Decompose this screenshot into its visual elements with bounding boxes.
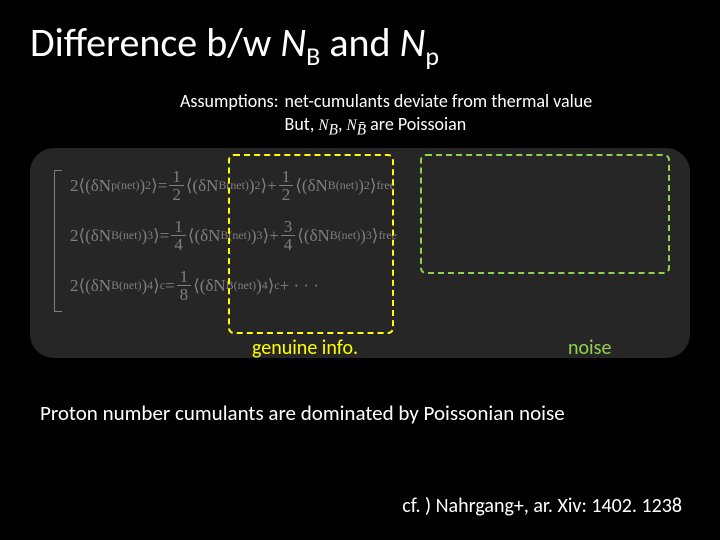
noise-label: noise <box>568 336 611 360</box>
r1-lhs-close: ⟩ <box>151 176 158 196</box>
assumptions-nb: N <box>318 117 328 134</box>
noise-box <box>420 154 670 274</box>
genuine-label: genuine info. <box>252 336 358 360</box>
r1-lhs: 2⟨(δN <box>70 176 111 196</box>
r3-t1: ⟨(δN <box>193 276 226 296</box>
r1-eq: = <box>158 176 168 196</box>
title-sub1: B <box>306 40 320 72</box>
assumptions-nbbar: N <box>347 117 357 134</box>
r3-eq: = <box>165 276 175 296</box>
title-sub2: p <box>425 40 439 72</box>
assumptions-line2a: But, <box>285 113 319 135</box>
title-n2: N <box>400 18 426 67</box>
assumptions-line2b: are Poissoian <box>370 113 466 135</box>
r2-t1: ⟨(δN <box>188 226 221 246</box>
title-n1: N <box>280 18 306 67</box>
r2-frac1: 14 <box>171 218 186 253</box>
r1-t1: ⟨(δN <box>186 176 219 196</box>
citation-text: cf. ) Nahrgang+, ar. Xiv: 1402. 1238 <box>402 494 682 518</box>
r1-frac1: 12 <box>169 168 184 203</box>
r3-lhs: 2⟨(δN <box>70 276 111 296</box>
conclusion-text: Proton number cumulants are dominated by… <box>40 400 565 426</box>
assumptions-label: Assumptions: <box>180 90 279 113</box>
assumptions-block: Assumptions: net-cumulants deviate from … <box>180 90 592 139</box>
title-pre: Difference b/w <box>30 18 280 67</box>
r1-lhs-sup: (net) <box>117 178 139 193</box>
r2-lhs: 2⟨(δN <box>70 226 111 246</box>
assumptions-nbbar-sub: B̄ <box>357 121 366 138</box>
r3-frac1: 18 <box>177 268 192 303</box>
slide-title: Difference b/w NB and Np <box>30 18 439 72</box>
title-mid: and <box>320 18 399 67</box>
genuine-box <box>228 154 394 334</box>
bracket-icon <box>54 170 62 312</box>
assumptions-line1: net-cumulants deviate from thermal value <box>285 90 593 112</box>
assumptions-nb-sub: B <box>329 121 338 138</box>
r2-eq: = <box>160 226 170 246</box>
